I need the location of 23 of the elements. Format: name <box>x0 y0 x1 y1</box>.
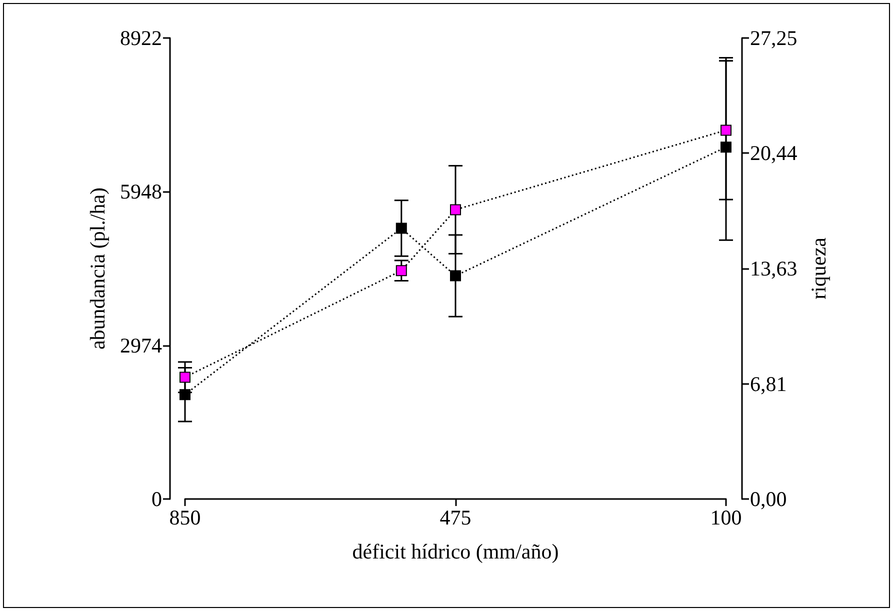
point <box>396 265 407 276</box>
point <box>720 124 732 136</box>
x-tick-label: 100 <box>710 506 742 530</box>
point <box>180 372 190 383</box>
y-tick-label: 5948 <box>120 180 162 204</box>
y-tick-label: 0 <box>152 487 162 511</box>
y2-tick-label: 27,25 <box>750 26 798 50</box>
y-tick-label: 2974 <box>120 333 162 358</box>
point <box>180 389 190 400</box>
y2-tick-label: 13,63 <box>750 256 798 280</box>
x-tick-label: 850 <box>169 506 201 530</box>
y2-tick-label: 0,00 <box>750 487 787 511</box>
y2-axis-title: riqueza <box>806 236 831 300</box>
y2-tick-label: 6,81 <box>750 372 787 396</box>
y-axis-title: abundancia (pl./ha) <box>86 187 110 350</box>
x-axis-title: déficit hídrico (mm/año) <box>352 540 559 564</box>
point <box>720 142 732 153</box>
x-tick-label: 475 <box>440 506 472 530</box>
point <box>450 270 461 282</box>
y-tick-label: 8922 <box>120 26 162 50</box>
point <box>396 222 407 234</box>
point <box>450 204 461 216</box>
y2-tick-label: 20,44 <box>750 141 798 166</box>
